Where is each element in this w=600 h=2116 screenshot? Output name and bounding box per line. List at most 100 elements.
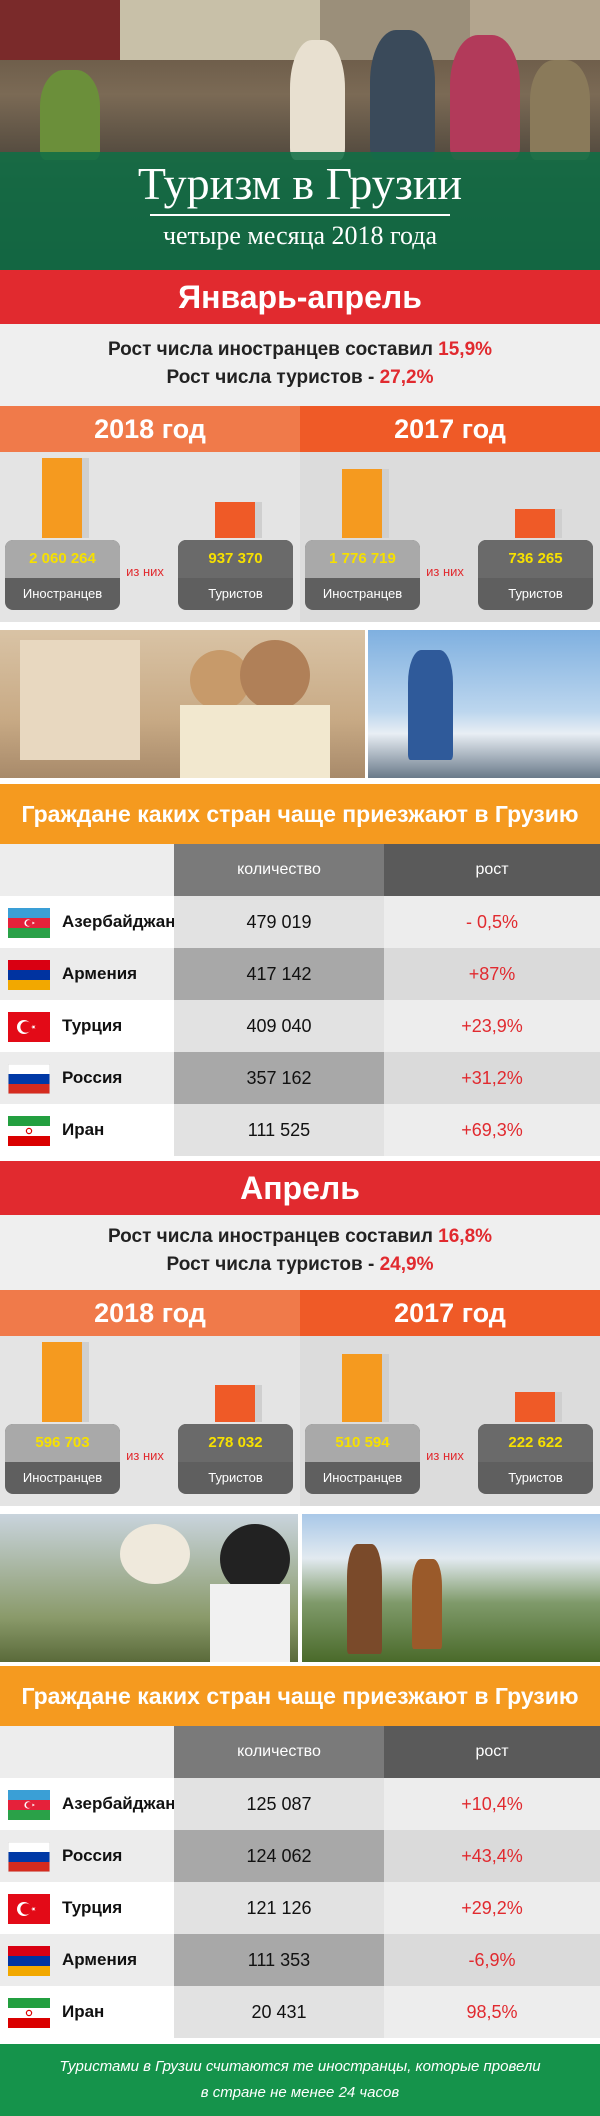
of-which-label: из них	[426, 1448, 464, 1463]
tourists-count: 278 032	[178, 1424, 293, 1462]
growth-value: 16,8%	[438, 1226, 493, 1247]
country-name: Иран	[62, 1120, 105, 1139]
section-title: Апрель	[0, 1161, 600, 1215]
year-label: 2017 год	[300, 406, 600, 452]
country-cell: Азербайджан	[0, 896, 176, 948]
turkey-flag	[8, 1012, 50, 1042]
year-panel-2017: 2017 год 1 776 719 Иностранцев из них 73…	[300, 406, 600, 622]
hiker	[412, 1559, 442, 1649]
country-name: Россия	[62, 1846, 123, 1865]
footer-note: Туристами в Грузии считаются те иностран…	[0, 2044, 600, 2116]
growth-label: Рост числа туристов -	[166, 367, 380, 388]
column-quantity: количество	[174, 844, 384, 896]
growth-cell: 98,5%	[384, 1986, 600, 2038]
country-cell: Турция	[0, 1000, 174, 1052]
table-row: Иран 20 431 98,5%	[0, 1986, 600, 2038]
people-in-hats-photo	[0, 1514, 298, 1662]
growth-label: Рост числа туристов -	[166, 1254, 380, 1275]
country-cell: Армения	[0, 948, 174, 1000]
country-cell: Россия	[0, 1830, 174, 1882]
person	[290, 40, 345, 160]
map	[180, 705, 330, 778]
quantity-cell: 357 162	[174, 1052, 384, 1104]
footer-line: Туристами в Грузии считаются те иностран…	[59, 2058, 541, 2075]
growth-cell: +31,2%	[384, 1052, 600, 1104]
table-row: Россия 357 162 +31,2%	[0, 1052, 600, 1104]
russia-flag	[7, 1841, 51, 1873]
armenia-flag	[8, 960, 50, 990]
tourists-bar	[215, 502, 262, 538]
tourists-count: 222 622	[478, 1424, 593, 1462]
armenia-flag	[8, 1946, 50, 1976]
growth-value: 27,2%	[379, 367, 434, 388]
growth-cell: +43,4%	[384, 1830, 600, 1882]
azerbaijan-flag	[8, 908, 50, 938]
country-cell: Армения	[0, 1934, 174, 1986]
growth-cell: - 0,5%	[384, 896, 600, 948]
tourists-bar	[515, 509, 562, 538]
year-panel-2018: 2018 год 2 060 264 Иностранцев из них 93…	[0, 406, 300, 622]
person	[370, 30, 435, 160]
tourists-card: 222 622 Туристов	[478, 1424, 593, 1494]
quantity-cell: 111 525	[174, 1104, 384, 1156]
tourists-count: 736 265	[478, 540, 593, 578]
tourists-card: 736 265 Туристов	[478, 540, 593, 610]
quantity-cell: 111 353	[174, 1934, 384, 1986]
papakha-hat	[220, 1524, 290, 1594]
foreigners-card: 1 776 719 Иностранцев	[305, 540, 420, 610]
person	[530, 60, 590, 160]
foreigners-label: Иностранцев	[322, 1470, 403, 1485]
section-title: Январь-апрель	[0, 270, 600, 324]
years-panel: 2018 год 596 703 Иностранцев из них 278 …	[0, 1290, 600, 1506]
country-name: Армения	[62, 964, 138, 983]
foreigners-count: 510 594	[305, 1424, 420, 1462]
page-subtitle: четыре месяца 2018 года	[162, 221, 438, 250]
person	[240, 640, 310, 710]
tourists-with-map-photo	[0, 630, 365, 778]
foreigners-bar	[342, 469, 389, 538]
year-label: 2018 год	[0, 406, 300, 452]
country-name: Россия	[62, 1068, 123, 1087]
foreigners-count: 596 703	[5, 1424, 120, 1462]
foreigners-label: Иностранцев	[322, 586, 403, 601]
growth-cell: +87%	[384, 948, 600, 1000]
quantity-cell: 417 142	[174, 948, 384, 1000]
table-row: Иран 111 525 +69,3%	[0, 1104, 600, 1156]
table-row: Россия 124 062 +43,4%	[0, 1830, 600, 1882]
quantity-cell: 409 040	[174, 1000, 384, 1052]
column-growth: рост	[384, 1726, 600, 1778]
growth-cell: -6,9%	[384, 1934, 600, 1986]
country-name: Азербайджан	[62, 1794, 176, 1813]
country-name: Азербайджан	[62, 912, 176, 931]
country-cell: Иран	[0, 1986, 174, 2038]
growth-cell: +10,4%	[384, 1778, 600, 1830]
country-cell: Азербайджан	[0, 1778, 176, 1830]
country-cell: Россия	[0, 1052, 174, 1104]
quantity-cell: 479 019	[174, 896, 384, 948]
iran-flag	[8, 1116, 50, 1146]
turkey-flag	[8, 1894, 50, 1924]
foreigners-card: 2 060 264 Иностранцев	[5, 540, 120, 610]
table-header: количество рост	[0, 844, 600, 896]
table-title: Граждане каких стран чаще приезжают в Гр…	[0, 1666, 600, 1726]
quantity-cell: 125 087	[174, 1778, 384, 1830]
growth-cell: +29,2%	[384, 1882, 600, 1934]
russia-flag	[7, 1063, 51, 1095]
tourists-card: 278 032 Туристов	[178, 1424, 293, 1494]
table-row: Азербайджан 479 019- 0,5%	[0, 896, 600, 948]
year-panel-2018: 2018 год 596 703 Иностранцев из них 278 …	[0, 1290, 300, 1506]
tourists-label: Туристов	[508, 586, 563, 601]
foreigners-bar	[42, 458, 89, 538]
country-name: Турция	[62, 1016, 123, 1035]
foreigners-label: Иностранцев	[22, 1470, 103, 1485]
quantity-cell: 121 126	[174, 1882, 384, 1934]
iran-flag	[8, 1998, 50, 2028]
of-which-label: из них	[426, 564, 464, 579]
quantity-cell: 124 062	[174, 1830, 384, 1882]
foreigners-count: 1 776 719	[305, 540, 420, 578]
tourists-label: Туристов	[208, 586, 263, 601]
foreigners-count: 2 060 264	[5, 540, 120, 578]
tourists-count: 937 370	[178, 540, 293, 578]
years-panel: 2018 год 2 060 264 Иностранцев из них 93…	[0, 406, 600, 622]
